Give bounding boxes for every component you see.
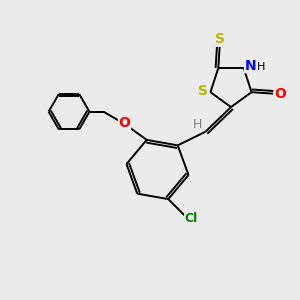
Text: N: N bbox=[244, 58, 256, 73]
Text: Cl: Cl bbox=[185, 212, 198, 224]
Text: S: S bbox=[215, 32, 225, 46]
Text: O: O bbox=[118, 116, 130, 130]
Text: O: O bbox=[275, 87, 286, 101]
Text: S: S bbox=[198, 84, 208, 98]
Text: H: H bbox=[192, 118, 202, 131]
Text: H: H bbox=[257, 61, 265, 71]
